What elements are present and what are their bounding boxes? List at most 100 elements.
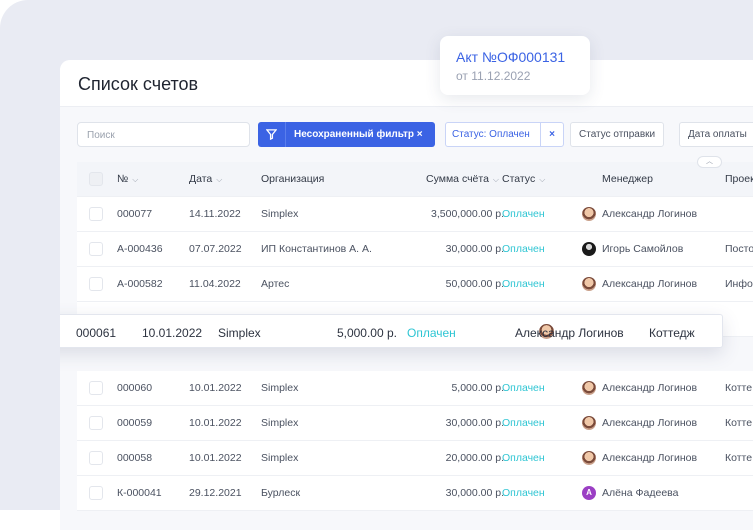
- col-org[interactable]: Организация: [261, 173, 325, 185]
- row-org: Артес: [261, 278, 290, 290]
- filter-label: Несохраненный фильтр ×: [294, 129, 423, 140]
- chevron-down-icon: ⌵: [492, 175, 499, 184]
- row-org: Simplex: [261, 452, 299, 464]
- table-row[interactable]: 000077 14.11.2022 Simplex 3,500,000.00 р. Оп…: [77, 197, 753, 232]
- row-sum: 30,000.00 р.: [445, 487, 504, 499]
- table-row[interactable]: 000058 10.01.2022 Simplex 20,000.00 р. Оплач…: [77, 441, 753, 476]
- chevron-up-icon[interactable]: ︿: [697, 156, 722, 168]
- row-status: Оплачен: [502, 278, 545, 290]
- status-chip-label: Статус: Оплачен: [446, 123, 541, 146]
- row-number: А-000436: [117, 243, 163, 255]
- col-date[interactable]: Дата ⌵: [189, 173, 223, 185]
- avatar: [582, 451, 596, 465]
- row-manager: Александр Логинов: [602, 278, 698, 290]
- row-org: ИП Константинов А. А.: [261, 243, 372, 255]
- row-org: Simplex: [261, 208, 299, 220]
- row-checkbox[interactable]: [89, 277, 103, 291]
- row-manager: Александр Логинов: [602, 452, 698, 464]
- col-status[interactable]: Статус ⌵: [502, 173, 546, 185]
- table-row[interactable]: 000059 10.01.2022 Simplex 30,000.00 р. Оплач…: [77, 406, 753, 441]
- row-checkbox[interactable]: [89, 416, 103, 430]
- row-status: Оплачен: [407, 326, 456, 340]
- table-row[interactable]: А-000436 07.07.2022 ИП Константинов А. А. 3…: [77, 232, 753, 267]
- table-row[interactable]: К-000041 29.12.2021 Бурлеск 30,000.00 р. Опл…: [77, 476, 753, 511]
- row-number: 000060: [117, 382, 153, 394]
- avatar: [539, 324, 554, 339]
- select-all-checkbox[interactable]: [89, 172, 103, 186]
- row-project: Котте: [725, 417, 753, 429]
- avatar: [582, 416, 596, 430]
- act-title[interactable]: Акт №ОФ000131: [456, 49, 566, 65]
- row-date: 11.04.2022: [189, 278, 241, 290]
- row-number: 000058: [117, 452, 153, 464]
- row-checkbox[interactable]: [89, 451, 103, 465]
- row-checkbox[interactable]: [89, 242, 103, 256]
- avatar: [582, 207, 596, 221]
- row-sum: 20,000.00 р.: [445, 452, 504, 464]
- row-org: Simplex: [261, 417, 299, 429]
- row-manager: Александр Логинов: [515, 326, 624, 340]
- row-date: 10.01.2022: [189, 452, 242, 464]
- row-org: Simplex: [261, 382, 299, 394]
- send-status-filter[interactable]: Статус отправки: [570, 122, 665, 147]
- table-row[interactable]: А-000582 11.04.2022 Артес 50,000.00 р. Оплач…: [77, 267, 753, 302]
- row-project: Инфор: [725, 278, 753, 290]
- row-sum: 50,000.00 р.: [445, 278, 504, 290]
- row-number: 000077: [117, 208, 153, 220]
- table-header: № ⌵ Дата ⌵ Организация Сумма счёта ⌵ Статус…: [77, 162, 753, 197]
- table-row[interactable]: 000060 10.01.2022 Simplex 5,000.00 р. Оплаче…: [77, 371, 753, 406]
- filter-icon: [258, 122, 286, 147]
- row-sum: 30,000.00 р.: [445, 243, 504, 255]
- row-project: Котте: [725, 382, 753, 394]
- row-checkbox[interactable]: [89, 486, 103, 500]
- col-manager[interactable]: Менеджер: [602, 173, 653, 185]
- row-date: 29.12.2021: [189, 487, 242, 499]
- dragged-row[interactable]: ✓ 000061 10.01.2022 Simplex 5,000.00 р. …: [60, 314, 723, 348]
- row-sum: 30,000.00 р.: [445, 417, 504, 429]
- row-manager: Александр Логинов: [602, 208, 698, 220]
- avatar: [582, 277, 596, 291]
- row-manager: Александр Логинов: [602, 382, 698, 394]
- row-status: Оплачен: [502, 417, 545, 429]
- search-input[interactable]: Поиск: [77, 122, 250, 147]
- row-status: Оплачен: [502, 382, 545, 394]
- close-icon[interactable]: ×: [549, 129, 555, 140]
- row-sum: 5,000.00 р.: [336, 326, 397, 340]
- row-sum: 5,000.00 р.: [451, 382, 504, 394]
- col-project[interactable]: Проект: [725, 173, 753, 185]
- chevron-down-icon: ⌵: [216, 175, 223, 184]
- row-number: А-000582: [117, 278, 163, 290]
- avatar: [582, 381, 596, 395]
- row-date: 14.11.2022: [189, 208, 241, 220]
- row-number: 000059: [117, 417, 153, 429]
- col-number[interactable]: № ⌵: [117, 173, 139, 185]
- row-date: 10.01.2022: [189, 382, 242, 394]
- row-date: 10.01.2022: [142, 326, 203, 340]
- page-title: Список счетов: [78, 74, 199, 94]
- row-manager: Александр Логинов: [602, 417, 698, 429]
- unsaved-filter-button[interactable]: Несохраненный фильтр ×: [258, 122, 435, 147]
- row-number: 000061: [76, 326, 117, 340]
- row-project: Котте: [725, 452, 753, 464]
- row-org: Simplex: [218, 326, 261, 340]
- row-checkbox[interactable]: [89, 381, 103, 395]
- chevron-down-icon: ⌵: [132, 175, 139, 184]
- col-sum[interactable]: Сумма счёта ⌵: [426, 173, 499, 185]
- status-filter-chip[interactable]: Статус: Оплачен ×: [445, 122, 564, 147]
- invoice-list-panel: Список счетов Поиск Несохраненный фильтр…: [60, 60, 753, 530]
- avatar: [582, 242, 596, 256]
- row-status: Оплачен: [502, 243, 545, 255]
- row-number: К-000041: [117, 487, 162, 499]
- row-status: Оплачен: [502, 487, 545, 499]
- chevron-down-icon: ⌵: [539, 175, 546, 184]
- row-project: Посто: [725, 243, 753, 255]
- avatar: A: [582, 486, 596, 500]
- row-manager: Алёна Фадеева: [602, 487, 679, 499]
- pay-date-filter[interactable]: Дата оплаты: [679, 122, 753, 147]
- row-org: Бурлеск: [261, 487, 301, 499]
- act-tooltip: Акт №ОФ000131 от 11.12.2022: [440, 36, 590, 95]
- row-checkbox[interactable]: [89, 207, 103, 221]
- row-project: Коттедж: [649, 326, 695, 340]
- row-manager: Игорь Самойлов: [602, 243, 684, 255]
- row-date: 07.07.2022: [189, 243, 242, 255]
